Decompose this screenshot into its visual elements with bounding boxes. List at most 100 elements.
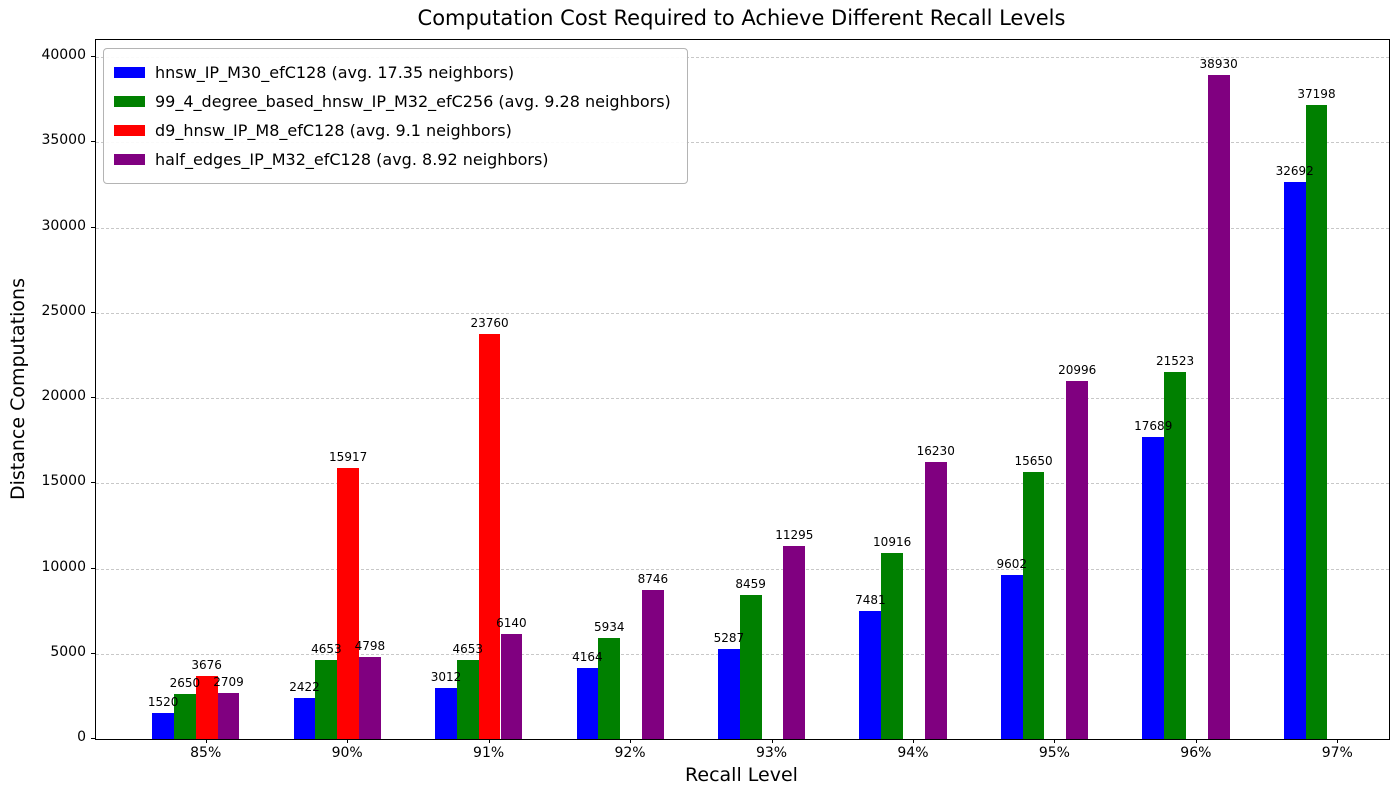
y-tick-label: 10000 (41, 558, 86, 575)
legend-swatch-icon (114, 96, 145, 107)
bar (293, 697, 316, 739)
bar-value-label: 21523 (1155, 354, 1195, 369)
bar-value-label: 10916 (873, 534, 912, 549)
x-axis-tick (912, 739, 914, 743)
y-tick-label: 0 (77, 729, 86, 745)
x-axis-tick (347, 739, 349, 743)
x-tick-label: 91% (473, 745, 505, 761)
chart-title: Computation Cost Required to Achieve Dif… (417, 6, 1066, 30)
bar-value-label: 8746 (637, 571, 669, 586)
x-axis-tick (1054, 739, 1056, 743)
y-tick-label: 20000 (41, 388, 86, 405)
x-tick-label: 96% (1180, 745, 1212, 761)
y-tick-label: 35000 (41, 132, 86, 149)
gridline (96, 398, 1389, 400)
bar (1164, 372, 1186, 739)
bar-value-label: 15650 (1014, 454, 1053, 469)
x-tick-label: 93% (755, 745, 788, 761)
bar-value-label: 5934 (593, 619, 625, 634)
y-tick-label: 40000 (41, 47, 86, 64)
legend-item: 99_4_degree_based_hnsw_IP_M32_efC256 (av… (114, 87, 671, 116)
bar (217, 692, 240, 739)
bar (924, 462, 947, 739)
bar (1283, 181, 1306, 739)
bar (576, 668, 599, 739)
y-axis-tick (91, 738, 95, 739)
legend-label: d9_hnsw_IP_M8_efC128 (avg. 9.1 neighbors… (155, 121, 512, 140)
legend-item: half_edges_IP_M32_efC128 (avg. 8.92 neig… (114, 145, 671, 174)
bar-value-label: 3676 (191, 658, 222, 673)
bar (435, 687, 457, 739)
y-axis-tick (91, 397, 95, 399)
bar-value-label: 4653 (311, 641, 342, 656)
bar-value-label: 37198 (1297, 86, 1336, 101)
bar-value-label: 4164 (572, 650, 603, 664)
y-axis-tick (91, 311, 95, 313)
x-axis-tick (1195, 739, 1197, 743)
x-axis-tick (1337, 739, 1339, 743)
y-axis-tick (91, 482, 95, 484)
gridline (96, 312, 1389, 314)
y-axis-tick (91, 567, 95, 569)
legend-swatch-icon (114, 154, 145, 165)
x-axis-tick (630, 739, 632, 743)
legend-item: d9_hnsw_IP_M8_efC128 (avg. 9.1 neighbors… (114, 116, 671, 145)
bar-value-label: 2709 (213, 674, 244, 689)
bar (456, 659, 479, 739)
y-tick-label: 5000 (50, 643, 86, 660)
legend-item: hnsw_IP_M30_efC128 (avg. 17.35 neighbors… (114, 58, 671, 87)
bar-value-label: 4798 (354, 639, 386, 654)
bar (195, 676, 218, 739)
gridline (96, 568, 1389, 570)
legend: hnsw_IP_M30_efC128 (avg. 17.35 neighbors… (103, 48, 688, 184)
y-tick-label: 30000 (41, 217, 86, 234)
bar-value-label: 8459 (735, 576, 766, 591)
bar-value-label: 11295 (775, 528, 814, 543)
y-axis-tick (91, 652, 95, 654)
x-tick-label: 85% (190, 745, 222, 761)
bar (739, 594, 762, 739)
y-tick-label: 25000 (41, 302, 86, 319)
bar-value-label: 9602 (996, 557, 1028, 572)
x-tick-label: 90% (331, 745, 363, 761)
bar-value-label: 3012 (430, 669, 462, 684)
y-axis-tick (91, 141, 95, 143)
bar (1207, 75, 1230, 739)
bar (152, 713, 174, 739)
x-tick-label: 97% (1321, 745, 1353, 761)
x-axis-label: Recall Level (685, 764, 798, 786)
bar-value-label: 1520 (147, 695, 179, 710)
x-axis-tick (205, 739, 207, 743)
legend-swatch-icon (114, 67, 145, 78)
bar-value-label: 38930 (1199, 57, 1238, 72)
bar (1142, 437, 1165, 739)
bar (718, 648, 740, 739)
bar (359, 657, 381, 739)
bar-value-label: 15917 (329, 449, 368, 464)
gridline (96, 483, 1389, 485)
x-tick-label: 92% (614, 745, 646, 761)
legend-label: hnsw_IP_M30_efC128 (avg. 17.35 neighbors… (155, 63, 515, 82)
bar-value-label: 2422 (289, 679, 320, 694)
bar (1066, 381, 1089, 739)
plot-area: hnsw_IP_M30_efC128 (avg. 17.35 neighbors… (95, 39, 1390, 740)
y-tick-label: 15000 (41, 473, 86, 490)
bar-value-label: 20996 (1058, 363, 1097, 378)
bar (337, 467, 360, 739)
bar (881, 552, 904, 739)
x-tick-label: 94% (897, 745, 929, 761)
bar-value-label: 7481 (855, 593, 886, 608)
gridline (96, 57, 1389, 59)
bar (783, 546, 806, 739)
x-axis-tick (771, 739, 773, 743)
bar-value-label: 32692 (1275, 163, 1314, 178)
bar (1305, 104, 1328, 739)
y-axis-tick (91, 56, 95, 58)
bar (598, 637, 621, 739)
bar-value-label: 6140 (496, 616, 527, 631)
bar (174, 693, 196, 739)
bar (1022, 472, 1045, 739)
legend-label: half_edges_IP_M32_efC128 (avg. 8.92 neig… (155, 150, 549, 169)
gridline (96, 142, 1389, 144)
